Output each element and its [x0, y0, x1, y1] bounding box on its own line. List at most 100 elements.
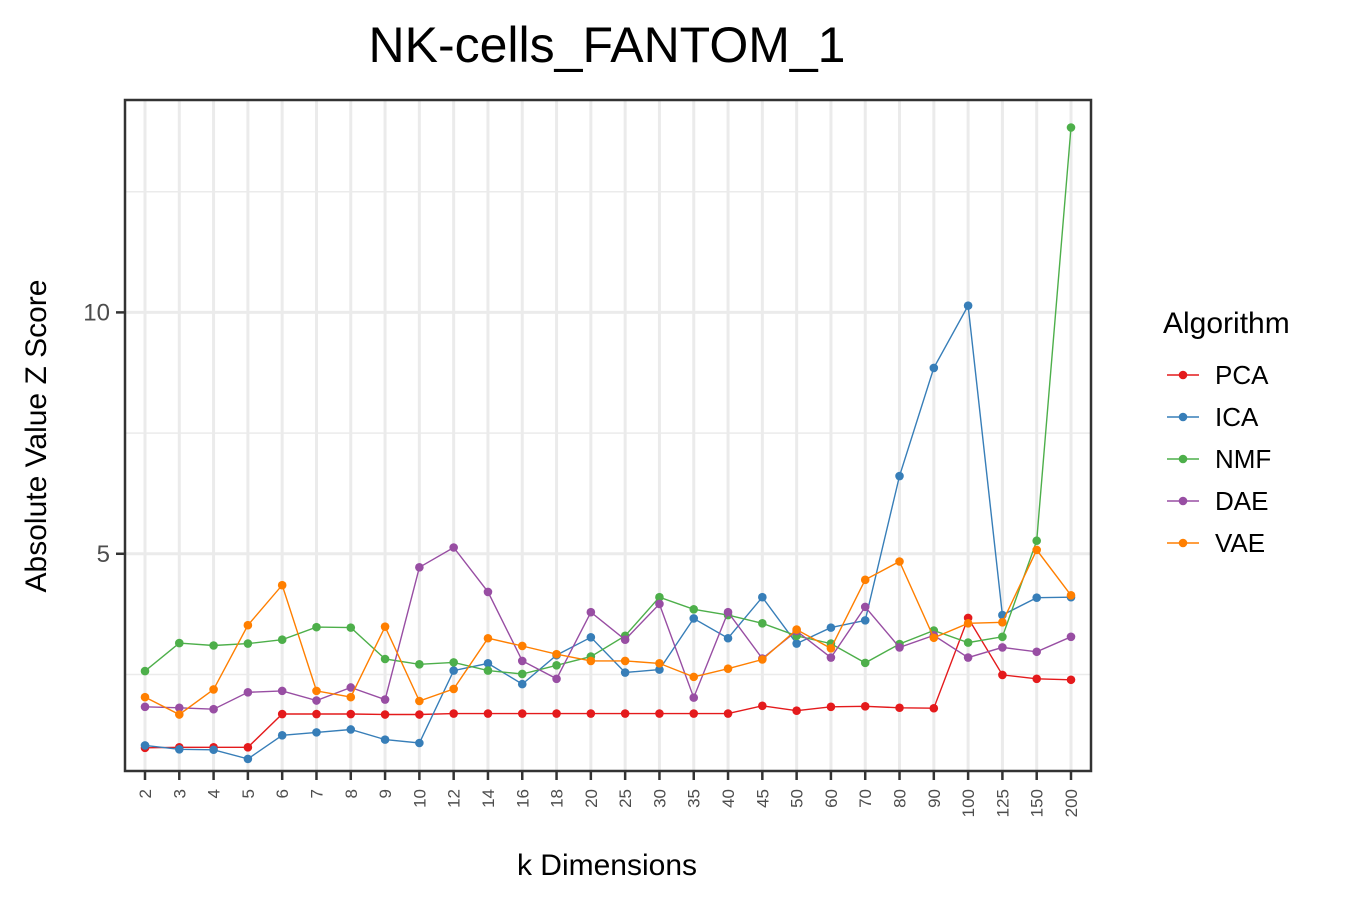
data-point-nmf — [860, 658, 870, 668]
data-point-vae — [792, 625, 801, 634]
data-point-dae — [380, 695, 390, 704]
data-point-ica — [209, 745, 218, 755]
legend-title: Algorithm — [1163, 307, 1290, 340]
x-tick-label: 100 — [959, 789, 978, 817]
x-tick-label: 16 — [513, 789, 532, 808]
data-point-nmf — [312, 622, 321, 632]
legend-item-pca: PCA — [1167, 360, 1269, 390]
data-point-pca — [346, 709, 356, 719]
data-point-ica — [483, 659, 493, 668]
data-point-ica — [140, 741, 150, 750]
data-point-nmf — [449, 658, 458, 667]
x-tick-label: 12 — [445, 789, 464, 808]
legend-label: ICA — [1215, 402, 1259, 432]
data-point-ica — [586, 632, 596, 642]
data-point-pca — [517, 709, 527, 718]
data-point-pca — [312, 709, 321, 719]
x-tick-label: 4 — [205, 789, 224, 798]
data-point-pca — [1066, 675, 1076, 685]
legend-item-dae: DAE — [1167, 486, 1268, 516]
legend-label: DAE — [1215, 486, 1268, 516]
data-point-ica — [826, 623, 836, 632]
series-line-dae — [144, 546, 1072, 710]
data-point-ica — [758, 592, 767, 602]
data-point-nmf — [140, 666, 150, 676]
data-point-vae — [552, 649, 561, 659]
x-tick-label: 8 — [342, 789, 361, 798]
x-tick-label: 7 — [307, 789, 326, 798]
data-point-vae — [723, 664, 733, 673]
data-point-ica — [277, 730, 287, 740]
data-point-vae — [415, 696, 424, 706]
chart-title: NK-cells_FANTOM_1 — [369, 17, 846, 73]
data-point-dae — [860, 602, 870, 612]
x-tick-label: 20 — [582, 789, 601, 808]
data-point-pca — [929, 703, 939, 713]
data-point-vae — [998, 618, 1007, 627]
data-point-vae — [620, 656, 630, 666]
x-tick-label: 30 — [650, 789, 669, 808]
data-point-pca — [1032, 674, 1042, 684]
series-line-vae — [144, 548, 1072, 716]
legend-label: PCA — [1215, 360, 1269, 390]
data-point-nmf — [998, 632, 1007, 642]
data-point-pca — [415, 710, 424, 719]
data-point-dae — [209, 704, 218, 714]
data-point-nmf — [1066, 123, 1076, 132]
legend-key-point — [1178, 454, 1188, 464]
data-point-vae — [586, 656, 596, 666]
data-point-dae — [1066, 632, 1076, 642]
data-point-pca — [277, 709, 287, 719]
data-point-vae — [1032, 545, 1042, 555]
data-point-ica — [449, 666, 458, 675]
series-line-pca — [144, 616, 1072, 749]
data-point-nmf — [346, 623, 356, 632]
data-point-vae — [517, 641, 527, 651]
x-tick-label: 18 — [548, 789, 567, 808]
x-axis: 2 3 4 5 6 7 8 9 10 12 14 16 18 20 25 30 35 40 45 50 60 70 80 90… — [136, 771, 1081, 817]
data-point-nmf — [517, 669, 527, 679]
x-tick-label: 5 — [239, 789, 258, 798]
data-point-ica — [346, 725, 356, 734]
data-point-vae — [380, 622, 390, 631]
data-point-dae — [586, 607, 596, 617]
y-axis: 5 10 — [83, 299, 125, 568]
data-point-nmf — [655, 592, 664, 602]
data-point-vae — [655, 659, 664, 668]
data-point-dae — [243, 688, 253, 697]
data-point-pca — [860, 702, 870, 711]
data-point-ica — [380, 735, 390, 744]
data-point-vae — [826, 644, 836, 653]
data-point-ica — [415, 738, 424, 748]
data-point-dae — [517, 656, 527, 666]
data-point-pca — [826, 702, 836, 712]
data-point-nmf — [415, 660, 424, 669]
data-point-vae — [689, 672, 699, 682]
data-point-pca — [655, 709, 664, 718]
data-point-ica — [312, 728, 321, 737]
data-point-pca — [895, 703, 904, 713]
data-point-vae — [483, 633, 493, 643]
x-tick-label: 9 — [376, 789, 395, 798]
legend-item-ica: ICA — [1167, 402, 1259, 432]
data-point-dae — [346, 683, 356, 692]
data-point-vae — [174, 710, 184, 719]
data-point-vae — [243, 620, 253, 630]
data-point-dae — [1032, 647, 1042, 657]
data-point-vae — [929, 633, 939, 643]
y-axis-title: Absolute Value Z Score — [20, 280, 53, 593]
data-point-vae — [895, 557, 904, 566]
data-point-dae — [449, 543, 458, 552]
data-point-ica — [723, 633, 733, 643]
data-point-dae — [826, 653, 836, 662]
legend-key-point — [1178, 412, 1188, 422]
x-tick-label: 35 — [685, 789, 704, 808]
data-point-nmf — [209, 641, 218, 650]
data-point-dae — [277, 686, 287, 696]
data-point-ica — [929, 363, 939, 373]
data-point-pca — [586, 709, 596, 718]
data-point-pca — [792, 706, 801, 715]
data-point-nmf — [243, 639, 253, 648]
x-tick-label: 50 — [788, 789, 807, 808]
